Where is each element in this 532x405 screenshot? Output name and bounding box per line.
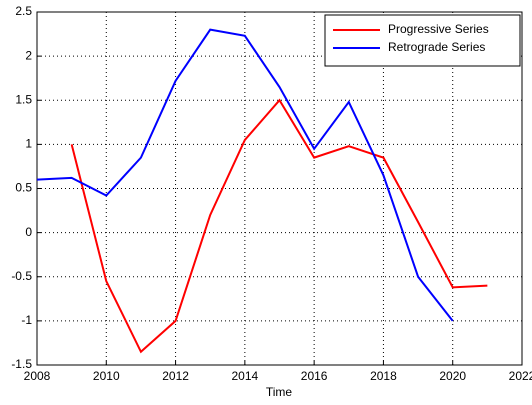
- y-tick-label: 1.5: [15, 92, 32, 106]
- y-tick-label: 0: [25, 225, 32, 239]
- legend-label: Retrograde Series: [388, 40, 485, 54]
- axes-box: [36, 11, 523, 366]
- y-tick-label: 2.5: [15, 4, 32, 18]
- legend-box: [324, 14, 521, 67]
- legend-label: Progressive Series: [388, 22, 489, 36]
- series-line: [36, 28, 454, 322]
- y-tick-label: -0.5: [11, 269, 32, 283]
- x-tick-label: 2020: [439, 369, 466, 383]
- y-tick-label: 0.5: [15, 181, 32, 195]
- y-tick-label: 1: [25, 137, 32, 151]
- x-tick-label: 2014: [232, 369, 259, 383]
- x-axis-label: Time: [266, 385, 293, 399]
- y-tick-label: -1.5: [11, 357, 32, 371]
- x-tick-label: 2008: [24, 369, 51, 383]
- y-tick-label: 2: [25, 48, 32, 62]
- x-tick-label: 2022: [509, 369, 532, 383]
- x-tick-label: 2010: [93, 369, 120, 383]
- series-line: [70, 98, 488, 354]
- y-tick-label: -1: [21, 313, 32, 327]
- x-tick-label: 2012: [162, 369, 189, 383]
- x-tick-label: 2016: [301, 369, 328, 383]
- x-tick-label: 2018: [370, 369, 397, 383]
